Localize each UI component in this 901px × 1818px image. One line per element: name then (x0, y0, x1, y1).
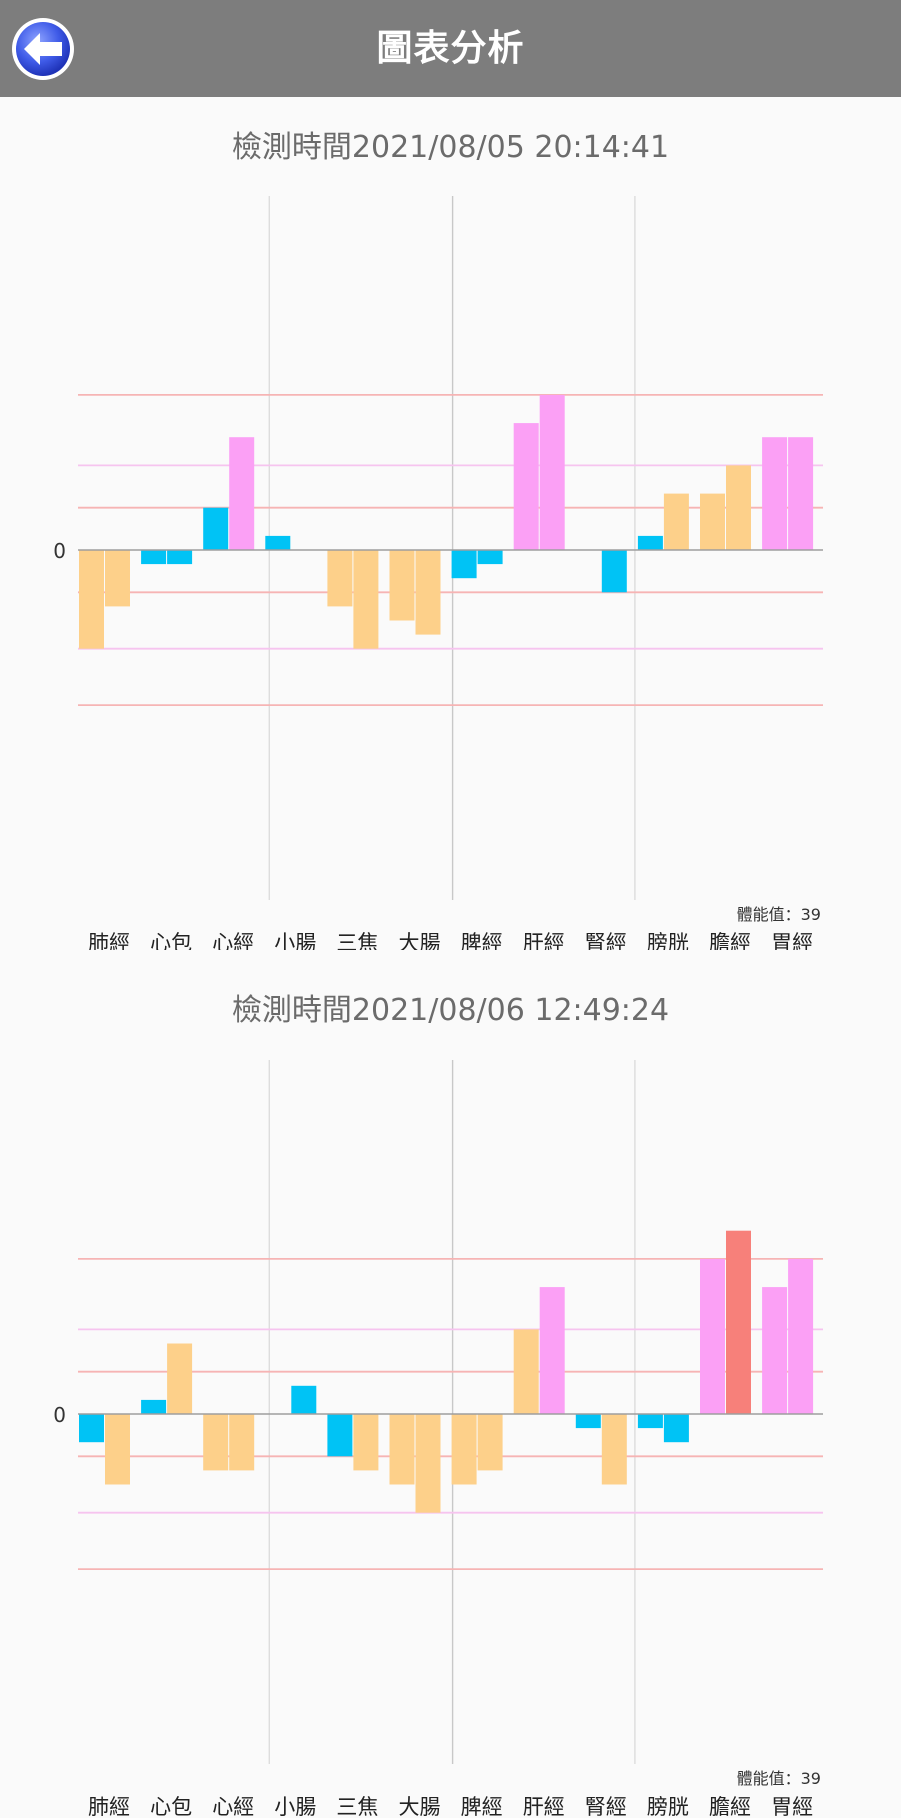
chart-bar (141, 550, 167, 565)
chart-bar (229, 437, 255, 550)
chart-bar (601, 1414, 627, 1485)
chart-bar (105, 1414, 130, 1485)
chart-bar (788, 437, 814, 550)
chart-bar (265, 535, 291, 550)
chart-1: 0 體能值：39 肺經 心包 心經 小腸 三焦 大腸 脾經 肝經 腎經 膀胱 膽經 胃經 (53, 196, 823, 950)
chart-bar (327, 1414, 353, 1457)
chart-bar (327, 550, 353, 607)
chart-bar (389, 550, 415, 621)
chart-bar (353, 1414, 379, 1471)
category-label: 大腸 (399, 931, 441, 950)
chart-bar (389, 1414, 415, 1485)
category-label: 膽經 (709, 1795, 751, 1818)
category-label: 腎經 (585, 931, 627, 950)
app-header: 圖表分析 (0, 0, 901, 97)
chart-bar (513, 1329, 539, 1414)
chart-bar (203, 507, 229, 550)
chart-bar (415, 550, 441, 635)
chart-bar (637, 1414, 663, 1429)
vital-value-label: 體能值：39 (737, 905, 821, 924)
category-label: 脾經 (461, 931, 503, 950)
chart-1-title: 檢測時間2021/08/05 20:14:41 (231, 130, 670, 165)
category-label: 胃經 (771, 1795, 813, 1818)
chart-bar (513, 423, 539, 550)
chart-bar (203, 1414, 229, 1471)
category-label: 胃經 (771, 931, 813, 950)
chart-bar (229, 1414, 255, 1471)
zero-tick-label: 0 (53, 1403, 66, 1427)
chart-bar (539, 394, 565, 550)
category-label: 心包 (150, 1795, 192, 1818)
category-label: 三焦 (336, 931, 378, 950)
category-label: 腎經 (585, 1795, 627, 1818)
vital-value-label: 體能值：39 (737, 1769, 821, 1788)
page-title: 圖表分析 (376, 28, 525, 69)
chart-bar (105, 550, 130, 607)
chart-2-title: 檢測時間2021/08/06 12:49:24 (231, 993, 670, 1028)
chart-bar (451, 1414, 477, 1485)
chart-bar (167, 550, 193, 565)
chart-bar (575, 1414, 601, 1429)
chart-bar (415, 1414, 441, 1513)
chart-bar (726, 465, 751, 550)
category-label: 肺經 (88, 931, 130, 950)
category-label: 心經 (212, 931, 254, 950)
chart-bar (353, 550, 379, 649)
chart-bar (79, 550, 104, 649)
chart-bar (477, 1414, 503, 1471)
category-label: 膀胱 (647, 1795, 689, 1818)
category-label: 膀胱 (647, 931, 689, 950)
chart-bar (451, 550, 477, 579)
zero-tick-label: 0 (53, 539, 66, 563)
chart-bar (700, 493, 725, 550)
chart-bar (663, 493, 689, 550)
category-label: 大腸 (399, 1795, 441, 1818)
category-label: 肝經 (523, 931, 565, 950)
chart-bar (726, 1230, 751, 1414)
chart-bar (637, 535, 663, 550)
chart-bar (79, 1414, 104, 1443)
category-label: 小腸 (274, 1795, 316, 1818)
chart-bar (700, 1258, 725, 1414)
category-label: 小腸 (274, 931, 316, 950)
chart-2: 0 體能值：39 肺經 心包 心經 小腸 三焦 大腸 脾經 肝經 腎經 膀胱 膽經 胃經 (53, 1060, 823, 1818)
chart-bar (167, 1343, 193, 1414)
back-arrow-icon[interactable] (10, 16, 76, 82)
chart-bar (291, 1385, 317, 1414)
category-label: 膽經 (709, 931, 751, 950)
category-label: 心經 (212, 1795, 254, 1818)
chart-bar (663, 1414, 689, 1443)
chart-bar (539, 1287, 565, 1414)
category-label: 肝經 (523, 1795, 565, 1818)
chart-bar (477, 550, 503, 565)
chart-bar (762, 1287, 788, 1414)
category-label: 肺經 (88, 1795, 130, 1818)
chart-bar (788, 1258, 814, 1414)
chart-bar (762, 437, 788, 550)
category-label: 三焦 (336, 1795, 378, 1818)
chart-bar (601, 550, 627, 593)
chart-bar (141, 1399, 167, 1414)
category-label: 脾經 (461, 1795, 503, 1818)
category-label: 心包 (150, 931, 192, 950)
